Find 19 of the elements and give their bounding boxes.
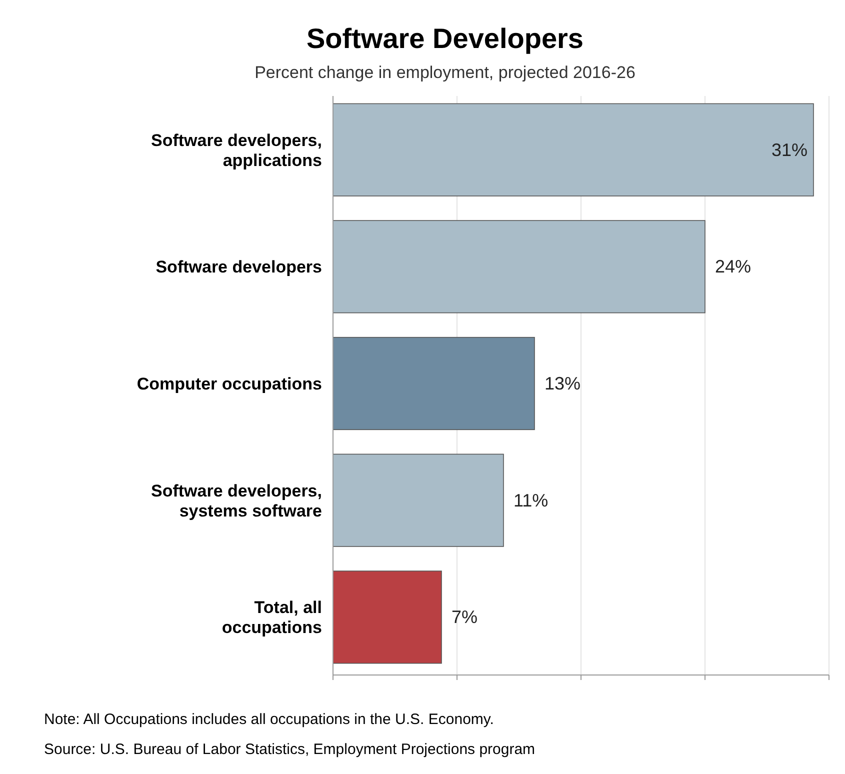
source-note: Source: U.S. Bureau of Labor Statistics, Employment Projections program <box>44 741 536 758</box>
data-label: 31% <box>771 140 808 160</box>
bar <box>332 336 535 430</box>
y-tick-label: Software developers, systems software <box>150 481 322 520</box>
y-tick-label: Software developers <box>156 258 322 277</box>
text: Note: All Occupations includes all occupations in the U.S. Economy. <box>44 711 494 728</box>
data-label: 7% <box>452 607 478 628</box>
bar <box>332 103 814 196</box>
data-label: 11% <box>514 490 548 510</box>
y-tick-label: Software developers, applications <box>150 130 322 170</box>
bar <box>332 570 442 664</box>
data-label: 13% <box>544 374 581 394</box>
y-tick-label: Computer occupations <box>136 374 322 394</box>
data-label: 24% <box>715 256 752 277</box>
y-tick-label: Total, all occupations <box>222 598 322 638</box>
chart-title: Software Developers <box>306 23 584 54</box>
bar <box>332 454 504 547</box>
chart-subtitle: Percent change in employment, projected 2016-26 <box>254 63 636 82</box>
bar <box>332 220 706 314</box>
